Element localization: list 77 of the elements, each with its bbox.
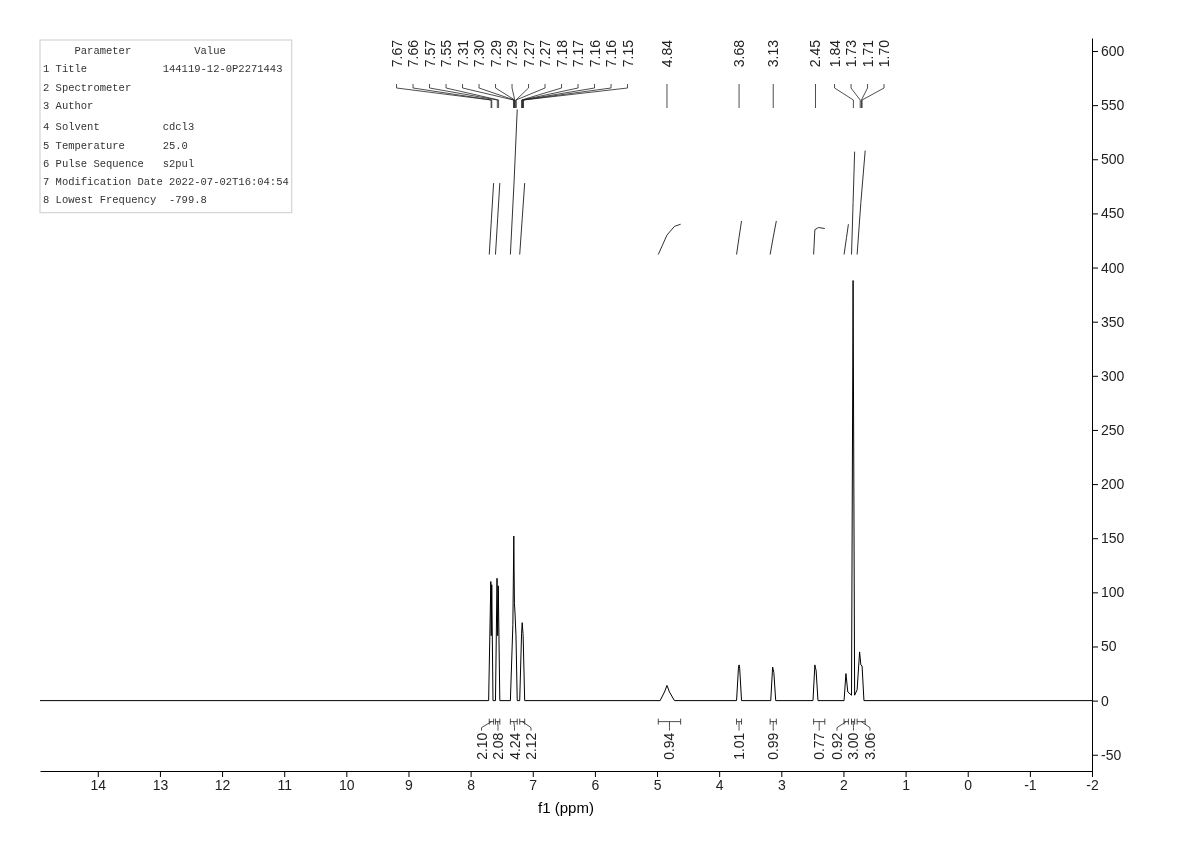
annotation: 1.70 — [876, 39, 893, 68]
annotation: 1.73 — [843, 39, 860, 68]
y-tick-label: 300 — [1101, 367, 1125, 384]
annotation: 3 Author — [43, 99, 94, 112]
annotation: 2.45 — [807, 39, 824, 68]
y-tick-label: 450 — [1101, 205, 1125, 222]
y-tick-label: 600 — [1101, 42, 1125, 59]
line-series — [813, 226, 826, 256]
annotation: 7.29 — [487, 39, 504, 68]
annotation: 2.10 — [473, 732, 490, 760]
annotation: 3.06 — [861, 732, 878, 760]
annotation: 3.13 — [765, 39, 782, 68]
annotation: 7 Modification Date 2022-07-02T16:04:54 — [43, 176, 289, 189]
annotation: 4.24 — [506, 732, 523, 760]
y-tick-label: 400 — [1101, 259, 1125, 276]
y-tick-label: 150 — [1101, 530, 1125, 547]
annotation: 3.00 — [845, 732, 862, 760]
annotation: 4.84 — [658, 39, 675, 68]
x-tick-label: 13 — [152, 776, 169, 793]
annotation: 7.29 — [504, 39, 521, 68]
annotation: 0.77 — [811, 732, 828, 760]
annotation: 7.17 — [570, 39, 587, 68]
x-tick-label: 1 — [902, 776, 911, 793]
annotation: 7.66 — [405, 39, 422, 68]
x-tick-label: 0 — [964, 776, 973, 793]
y-tick-label: 250 — [1101, 421, 1125, 438]
x-tick-label: 3 — [777, 776, 786, 793]
x-tick-label: 9 — [405, 776, 414, 793]
annotation: 7.16 — [586, 39, 603, 68]
annotation: 5 Temperature 25.0 — [43, 139, 188, 152]
annotation: 7.16 — [603, 39, 620, 68]
annotation: 2.12 — [523, 732, 540, 760]
annotation: 7.30 — [471, 39, 488, 68]
y-tick-label: 50 — [1101, 638, 1117, 655]
annotation: 7.57 — [421, 39, 438, 68]
annotation: 1.84 — [826, 39, 843, 68]
y-tick-label: 0 — [1101, 692, 1109, 709]
x-axis-title: f1 (ppm) — [538, 799, 594, 816]
x-tick-label: 8 — [467, 776, 476, 793]
line-series — [657, 223, 682, 256]
annotation: 1.01 — [731, 732, 748, 760]
annotation: 8 Lowest Frequency -799.8 — [43, 194, 207, 207]
annotation: 2.08 — [490, 732, 507, 760]
annotation: 1 Title 144119-12-0P2271443 — [43, 63, 283, 76]
x-tick-label: -2 — [1086, 776, 1099, 793]
x-tick-label: -1 — [1024, 776, 1037, 793]
y-tick-label: 100 — [1101, 584, 1125, 601]
x-tick-label: 10 — [339, 776, 355, 793]
annotation: 7.27 — [520, 39, 537, 68]
annotation: 7.15 — [619, 39, 636, 68]
y-tick-label: 200 — [1101, 476, 1125, 493]
x-tick-label: 7 — [529, 776, 538, 793]
annotation: 4 Solvent cdcl3 — [43, 121, 195, 134]
annotation: 7.31 — [454, 39, 471, 68]
annotation: 2 Spectrometer — [43, 81, 132, 94]
annotation: 1.71 — [859, 39, 876, 68]
y-tick-label: 550 — [1101, 97, 1125, 114]
annotation: 0.99 — [765, 732, 782, 760]
annotation: 7.55 — [438, 39, 455, 68]
y-tick-label: -50 — [1101, 746, 1122, 763]
x-tick-label: 4 — [715, 776, 724, 793]
x-tick-label: 6 — [591, 776, 600, 793]
x-tick-label: 11 — [277, 776, 293, 793]
x-tick-label: 12 — [214, 776, 231, 793]
y-tick-label: 500 — [1101, 151, 1125, 168]
annotation: 6 Pulse Sequence s2pul — [43, 157, 195, 170]
annotation: 0.92 — [828, 732, 845, 760]
y-tick-label: 350 — [1101, 313, 1125, 330]
annotation: Parameter Value — [43, 45, 226, 57]
x-tick-label: 2 — [840, 776, 849, 793]
annotation: 0.94 — [661, 732, 678, 760]
annotation: 7.67 — [388, 39, 405, 68]
annotation: 7.27 — [537, 39, 554, 68]
annotation: 7.18 — [553, 39, 570, 68]
x-tick-label: 14 — [90, 776, 107, 793]
annotation: 3.68 — [731, 39, 748, 68]
x-tick-label: 5 — [653, 776, 662, 793]
